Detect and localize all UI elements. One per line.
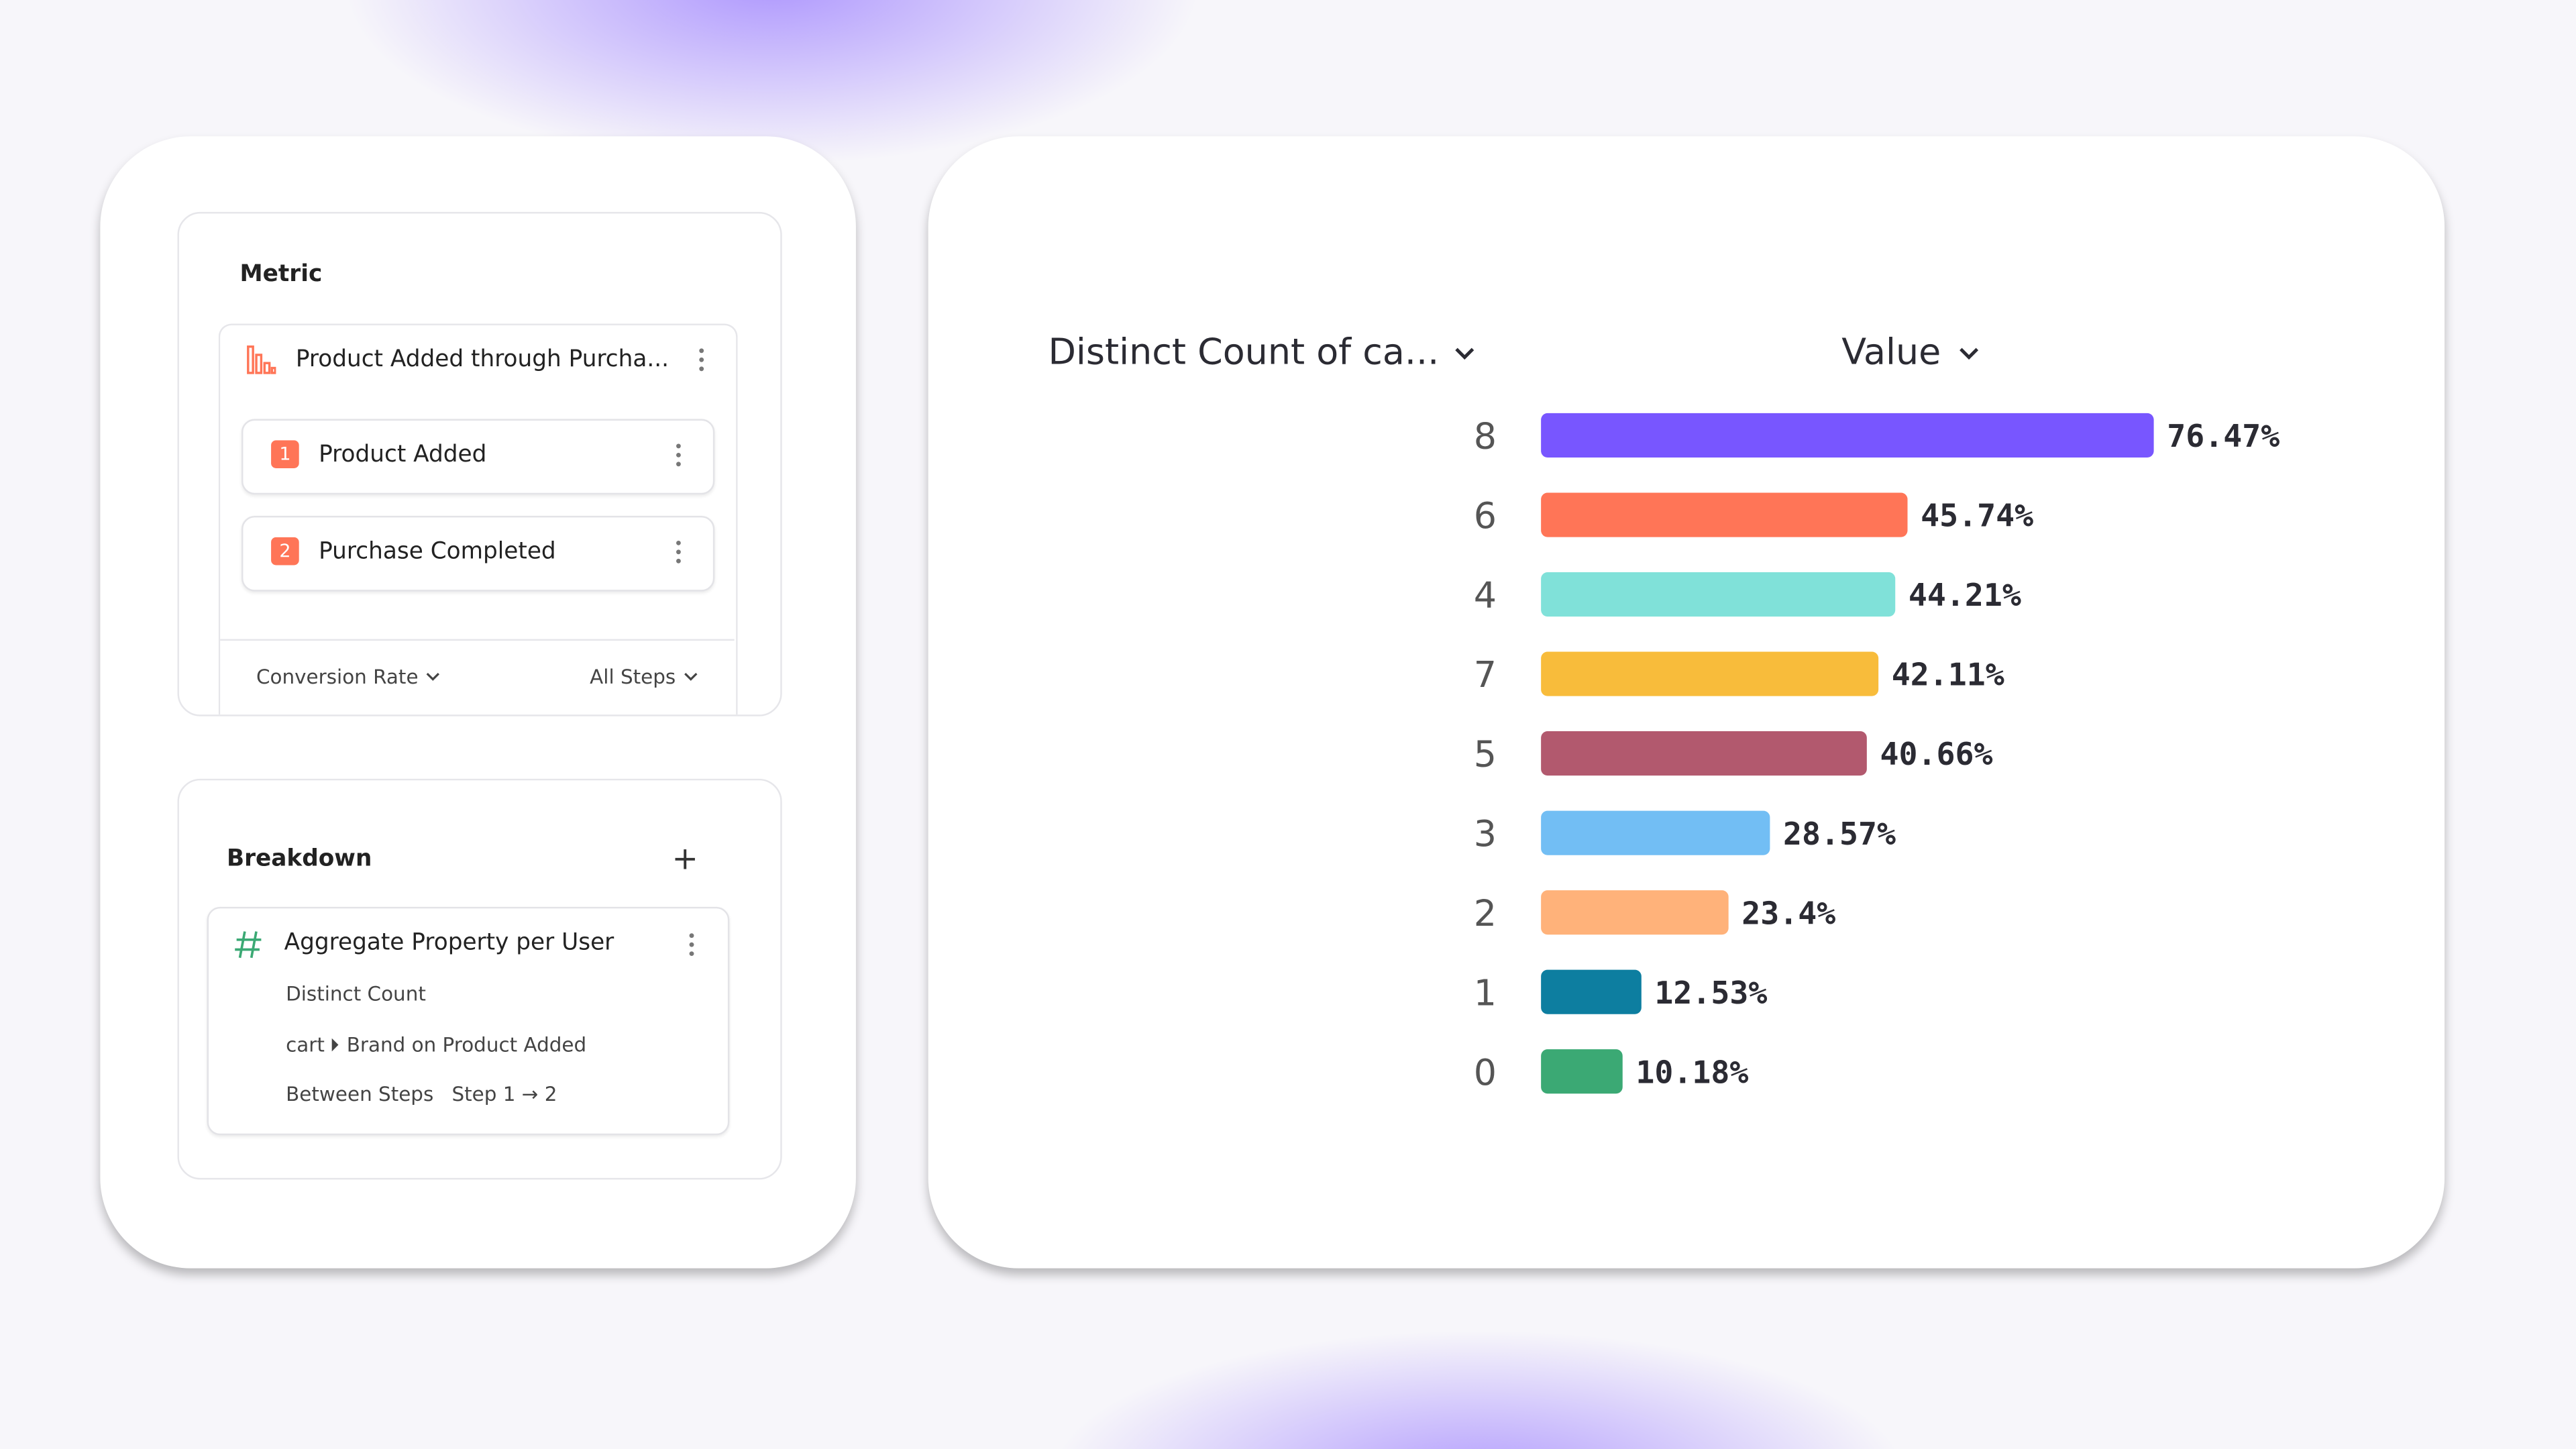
step-badge: 2	[271, 537, 299, 566]
bar	[1541, 731, 1867, 776]
category-label: 5	[1474, 733, 1497, 775]
value-label: 76.47%	[2167, 418, 2279, 454]
step-card[interactable]	[241, 515, 715, 592]
step-card[interactable]	[241, 419, 715, 495]
divider	[220, 639, 735, 641]
bar	[1541, 413, 2154, 458]
step-range: Step 1 → 2	[451, 1082, 557, 1106]
category-label: 6	[1474, 494, 1497, 537]
chart-panel	[928, 136, 2445, 1269]
breakdown-card[interactable]	[207, 906, 730, 1136]
value-label: 12.53%	[1654, 975, 1767, 1011]
value-label: 23.4%	[1741, 895, 1835, 931]
step-name: Purchase Completed	[319, 539, 556, 566]
category-label: 4	[1474, 574, 1497, 616]
category-label: 7	[1474, 653, 1497, 696]
measure-dropdown[interactable]: Conversion Rate	[256, 665, 419, 689]
step-name: Product Added	[319, 441, 487, 468]
category-label: 2	[1474, 892, 1497, 934]
bar	[1541, 890, 1729, 935]
value-label: 28.57%	[1783, 816, 1896, 852]
funnel-box	[218, 323, 738, 715]
value-label: 40.66%	[1880, 736, 1992, 772]
range-dropdown[interactable]: All Steps	[590, 665, 676, 689]
metric-title: Metric	[239, 261, 323, 288]
path-separator	[331, 1038, 339, 1052]
path-root: cart	[286, 1033, 325, 1057]
category-label: 1	[1474, 971, 1497, 1014]
add-button[interactable]	[674, 848, 696, 871]
chevron	[426, 672, 440, 681]
bar	[1541, 1049, 1623, 1094]
breakdown-title: Breakdown	[226, 846, 372, 873]
value-label: 10.18%	[1635, 1054, 1748, 1090]
category-label: 3	[1474, 812, 1497, 855]
value-label: 44.21%	[1909, 577, 2021, 613]
bar	[1541, 969, 1642, 1014]
bar	[1541, 492, 1908, 537]
kebab-menu[interactable]	[687, 932, 697, 958]
value-label: 42.11%	[1892, 657, 2004, 693]
numeric-icon	[235, 931, 262, 959]
kebab-menu[interactable]	[696, 347, 706, 373]
bar	[1541, 651, 1879, 696]
value-label: 45.74%	[1921, 498, 2033, 534]
category-label: 8	[1474, 415, 1497, 458]
bar	[1541, 810, 1770, 855]
property-name: Aggregate Property per User	[284, 930, 614, 957]
chevron	[1455, 347, 1474, 360]
chevron	[1960, 347, 1979, 360]
funnel-name[interactable]: Product Added through Purcha...	[295, 346, 669, 373]
kebab-menu[interactable]	[674, 442, 684, 468]
value-header[interactable]: Value	[1841, 332, 1941, 374]
chevron	[684, 672, 698, 681]
scope: Between Steps	[286, 1082, 434, 1106]
category-label: 0	[1474, 1051, 1497, 1093]
bar	[1541, 572, 1896, 617]
path-property: Brand on Product Added	[346, 1033, 587, 1057]
funnel-icon	[247, 345, 276, 374]
aggregation: Distinct Count	[286, 982, 426, 1006]
kebab-menu[interactable]	[674, 539, 684, 565]
step-badge: 1	[271, 440, 299, 468]
category-header[interactable]: Distinct Count of ca...	[1048, 332, 1440, 374]
